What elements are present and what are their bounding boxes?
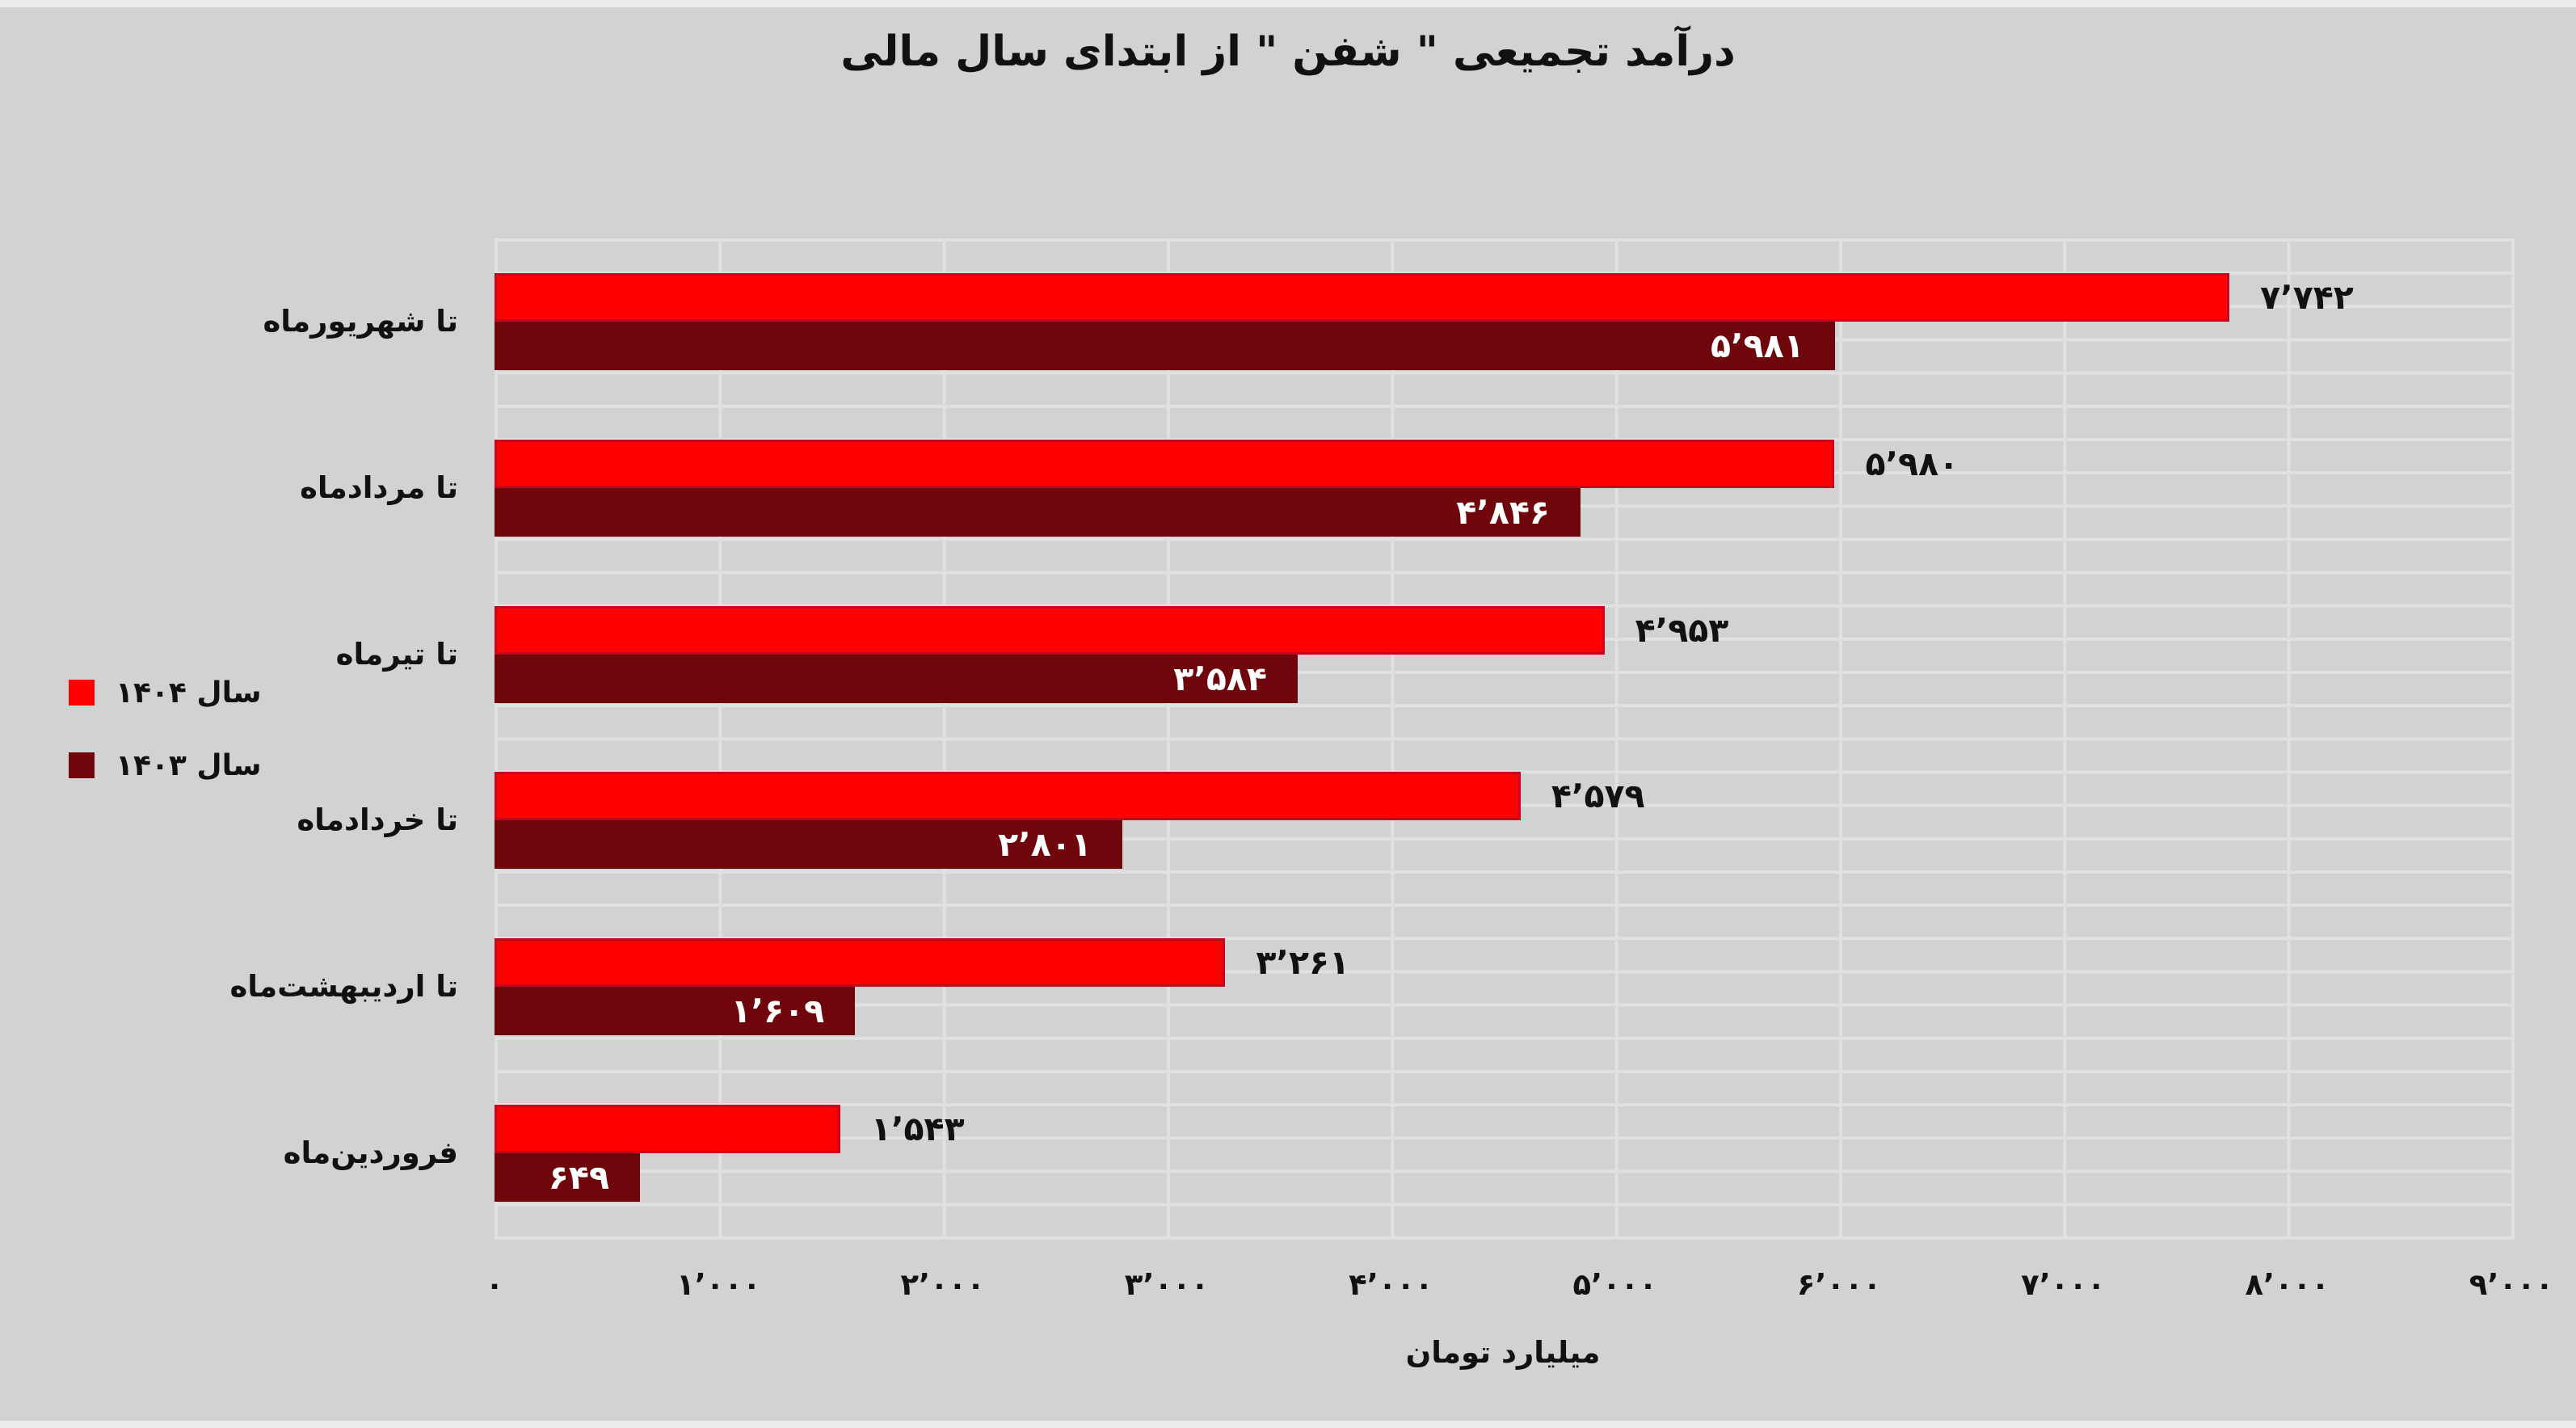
window-edge-top (0, 0, 2576, 7)
legend: سال ۱۴۰۴ سال ۱۴۰۳ (69, 668, 262, 814)
bar-year-1403 (495, 321, 1835, 370)
x-axis-title: میلیارد تومان (1405, 1335, 1601, 1370)
bar-year-1403 (495, 1153, 640, 1203)
category-label: فروردین‌ماه (283, 1135, 458, 1171)
window-edge-bottom (0, 1421, 2576, 1428)
value-label: ۲٬۸۰۱ (998, 825, 1092, 865)
x-tick-label: ۹٬۰۰۰ (2469, 1267, 2554, 1302)
category-label: تا اردیبهشت‌ماه (229, 969, 458, 1005)
bar-year-1404 (495, 439, 1835, 488)
legend-label-1403: سال ۱۴۰۳ (116, 748, 262, 782)
x-tick-label: ۴٬۰۰۰ (1349, 1267, 1433, 1302)
x-tick-label: ۶٬۰۰۰ (1796, 1267, 1882, 1302)
x-tick-label: ۰ (485, 1267, 504, 1302)
x-tick-label: ۸٬۰۰۰ (2245, 1267, 2330, 1302)
x-axis: ۰ ۱٬۰۰۰ ۲٬۰۰۰ ۳٬۰۰۰ ۴٬۰۰۰ ۵٬۰۰۰ ۶٬۰۰۰ ۷٬۰۰۰ ۸٬۰۰… (486, 1267, 2553, 1316)
value-label: ۵٬۹۸۱ (1711, 326, 1804, 365)
value-label: ۳٬۲۶۱ (1256, 943, 1350, 983)
value-label: ۴٬۸۴۶ (1456, 492, 1550, 532)
value-label: ۱٬۵۴۳ (870, 1110, 965, 1149)
legend-item-1403: سال ۱۴۰۳ (69, 741, 262, 790)
value-label: ۴٬۵۷۹ (1551, 777, 1645, 816)
bar-year-1404 (495, 1105, 840, 1154)
category-label: تا شهریورماه (263, 303, 458, 339)
value-label: ۵٬۹۸۰ (1865, 444, 1959, 483)
value-label: ۱٬۶۰۹ (730, 992, 825, 1031)
x-tick-label: ۱٬۰۰۰ (676, 1267, 761, 1302)
legend-swatch-1403-icon (69, 752, 95, 778)
bar-year-1403 (495, 820, 1122, 870)
bar-year-1404 (495, 605, 1605, 655)
chart-title: درآمد تجمیعی " شفن " از ابتدای سال مالی (840, 27, 1736, 76)
value-label: ۷٬۷۴۲ (2260, 277, 2354, 317)
legend-label-1404: سال ۱۴۰۴ (116, 676, 262, 710)
value-label: ۶۴۹ (548, 1158, 609, 1198)
x-tick-label: ۳٬۰۰۰ (1124, 1267, 1210, 1302)
legend-swatch-1404-icon (69, 680, 95, 706)
bar-year-1404 (495, 272, 2230, 322)
bar-year-1404 (495, 938, 1226, 988)
legend-item-1404: سال ۱۴۰۴ (69, 668, 262, 717)
category-label: تا تیرماه (335, 636, 458, 672)
plot-area: ۷٬۷۴۲ ۵٬۹۸۱ ۵٬۹۸۰ ۴٬۸۴۶ ۴٬۹۵۳ ۳٬۵۸۴ ۴٬۵۷۹ ۲٬۸۰۱… (495, 238, 2515, 1240)
category-label: تا خردادماه (297, 802, 458, 838)
x-tick-label: ۲٬۰۰۰ (900, 1267, 985, 1302)
bar-year-1403 (495, 987, 856, 1036)
value-label: ۴٬۹۵۳ (1635, 610, 1729, 650)
category-label: تا مردادماه (300, 470, 458, 505)
bar-year-1403 (495, 654, 1298, 703)
bar-year-1403 (495, 487, 1581, 537)
x-tick-label: ۵٬۰۰۰ (1572, 1267, 1657, 1302)
x-tick-label: ۷٬۰۰۰ (2021, 1267, 2106, 1302)
value-label: ۳٬۵۸۴ (1173, 659, 1267, 698)
bar-year-1404 (495, 772, 1521, 821)
